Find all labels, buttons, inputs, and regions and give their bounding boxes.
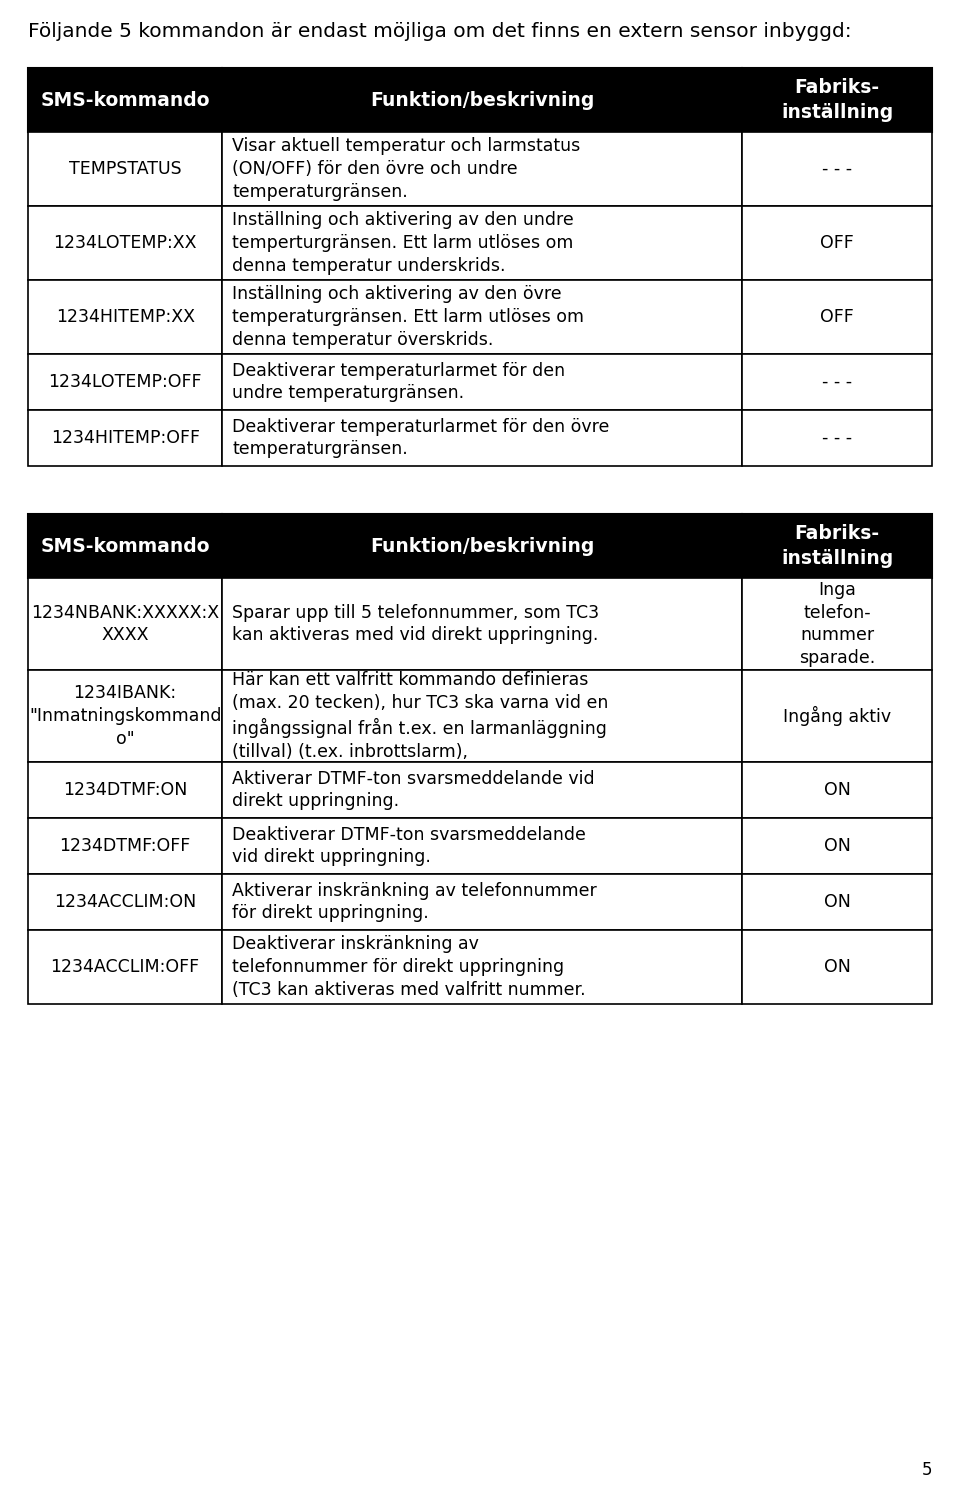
Text: 1234HITEMP:XX: 1234HITEMP:XX	[56, 308, 195, 326]
Text: Fabriks-
inställning: Fabriks- inställning	[780, 525, 893, 567]
Bar	[28, 67, 223, 132]
Text: Deaktiverar DTMF-ton svarsmeddelande
vid direkt uppringning.: Deaktiverar DTMF-ton svarsmeddelande vid…	[232, 826, 587, 866]
Bar	[223, 410, 742, 465]
Text: 1234NBANK:XXXXX:X
XXXX: 1234NBANK:XXXXX:X XXXX	[31, 603, 219, 645]
Text: 1234ACCLIM:OFF: 1234ACCLIM:OFF	[51, 957, 200, 975]
Text: Fabriks-
inställning: Fabriks- inställning	[780, 78, 893, 121]
Bar	[742, 931, 932, 1004]
Text: 1234LOTEMP:OFF: 1234LOTEMP:OFF	[48, 373, 202, 390]
Text: 1234DTMF:ON: 1234DTMF:ON	[63, 781, 187, 799]
Bar	[742, 410, 932, 465]
Bar	[28, 670, 223, 761]
Text: Inställning och aktivering av den undre
temperturgränsen. Ett larm utlöses om
de: Inställning och aktivering av den undre …	[232, 211, 574, 275]
Text: 1234LOTEMP:XX: 1234LOTEMP:XX	[54, 233, 197, 251]
Text: Inställning och aktivering av den övre
temperaturgränsen. Ett larm utlöses om
de: Inställning och aktivering av den övre t…	[232, 286, 585, 349]
Bar	[223, 206, 742, 280]
Text: Inga
telefon-
nummer
sparade.: Inga telefon- nummer sparade.	[799, 580, 876, 667]
Text: ON: ON	[824, 957, 851, 975]
Text: ON: ON	[824, 893, 851, 911]
Bar	[223, 67, 742, 132]
Bar	[742, 761, 932, 818]
Bar	[223, 355, 742, 410]
Text: Funktion/beskrivning: Funktion/beskrivning	[370, 537, 594, 555]
Bar	[223, 280, 742, 355]
Bar	[28, 761, 223, 818]
Bar	[223, 515, 742, 577]
Text: Här kan ett valfritt kommando definieras
(max. 20 tecken), hur TC3 ska varna vid: Här kan ett valfritt kommando definieras…	[232, 672, 609, 761]
Bar	[223, 761, 742, 818]
Text: Aktiverar inskränkning av telefonnummer
för direkt uppringning.: Aktiverar inskränkning av telefonnummer …	[232, 881, 597, 923]
Text: TEMPSTATUS: TEMPSTATUS	[69, 160, 181, 178]
Text: Deaktiverar inskränkning av
telefonnummer för direkt uppringning
(TC3 kan aktive: Deaktiverar inskränkning av telefonnumme…	[232, 935, 586, 999]
Bar	[28, 874, 223, 931]
Text: - - -: - - -	[822, 429, 852, 447]
Text: SMS-kommando: SMS-kommando	[40, 537, 210, 555]
Bar	[742, 670, 932, 761]
Bar	[742, 818, 932, 874]
Text: ON: ON	[824, 836, 851, 856]
Text: OFF: OFF	[820, 308, 854, 326]
Text: 1234HITEMP:OFF: 1234HITEMP:OFF	[51, 429, 200, 447]
Text: - - -: - - -	[822, 160, 852, 178]
Bar	[28, 410, 223, 465]
Text: Deaktiverar temperaturlarmet för den
undre temperaturgränsen.: Deaktiverar temperaturlarmet för den und…	[232, 362, 565, 402]
Bar	[28, 132, 223, 206]
Text: - - -: - - -	[822, 373, 852, 390]
Bar	[28, 818, 223, 874]
Text: 1234IBANK:
"Inmatningskommand
o": 1234IBANK: "Inmatningskommand o"	[29, 684, 222, 748]
Text: Ingång aktiv: Ingång aktiv	[783, 706, 891, 726]
Bar	[28, 931, 223, 1004]
Text: SMS-kommando: SMS-kommando	[40, 90, 210, 109]
Bar	[223, 577, 742, 670]
Bar	[742, 577, 932, 670]
Text: Funktion/beskrivning: Funktion/beskrivning	[370, 90, 594, 109]
Bar	[28, 577, 223, 670]
Text: Deaktiverar temperaturlarmet för den övre
temperaturgränsen.: Deaktiverar temperaturlarmet för den övr…	[232, 417, 610, 458]
Bar	[28, 280, 223, 355]
Bar	[223, 670, 742, 761]
Bar	[742, 67, 932, 132]
Text: 1234ACCLIM:ON: 1234ACCLIM:ON	[54, 893, 196, 911]
Bar	[742, 874, 932, 931]
Bar	[742, 515, 932, 577]
Bar	[28, 206, 223, 280]
Bar	[223, 874, 742, 931]
Text: Följande 5 kommandon är endast möjliga om det finns en extern sensor inbyggd:: Följande 5 kommandon är endast möjliga o…	[28, 22, 852, 40]
Text: Visar aktuell temperatur och larmstatus
(ON/OFF) för den övre och undre
temperat: Visar aktuell temperatur och larmstatus …	[232, 138, 581, 200]
Text: OFF: OFF	[820, 233, 854, 251]
Text: ON: ON	[824, 781, 851, 799]
Bar	[28, 515, 223, 577]
Bar	[223, 818, 742, 874]
Bar	[223, 931, 742, 1004]
Bar	[742, 206, 932, 280]
Bar	[223, 132, 742, 206]
Bar	[742, 280, 932, 355]
Text: Sparar upp till 5 telefonnummer, som TC3
kan aktiveras med vid direkt uppringnin: Sparar upp till 5 telefonnummer, som TC3…	[232, 603, 599, 645]
Text: 1234DTMF:OFF: 1234DTMF:OFF	[60, 836, 191, 856]
Text: Aktiverar DTMF-ton svarsmeddelande vid
direkt uppringning.: Aktiverar DTMF-ton svarsmeddelande vid d…	[232, 769, 595, 811]
Bar	[742, 132, 932, 206]
Text: 5: 5	[922, 1462, 932, 1480]
Bar	[28, 355, 223, 410]
Bar	[742, 355, 932, 410]
